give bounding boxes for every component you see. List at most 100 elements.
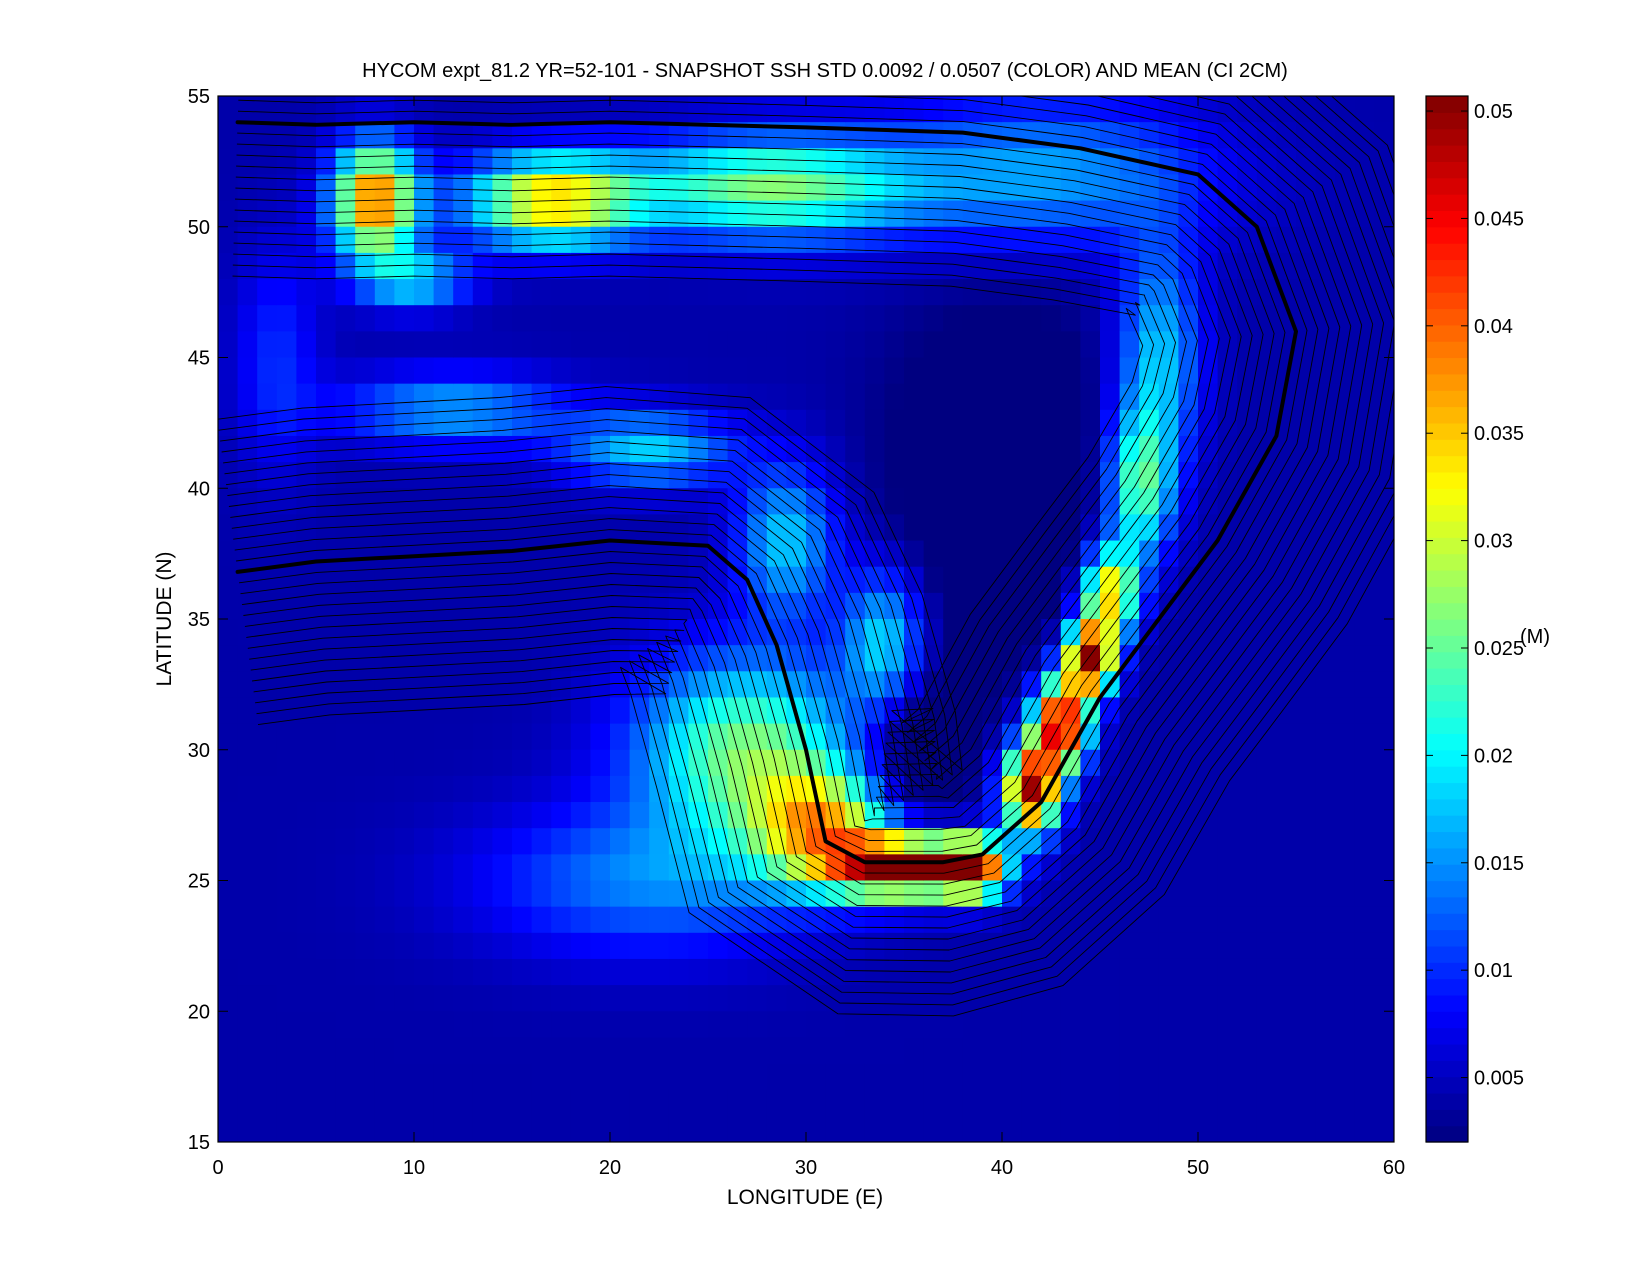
heatmap-cell [629, 462, 650, 489]
heatmap-cell [668, 880, 689, 908]
heatmap-cell [766, 435, 787, 463]
heatmap-cell [1335, 200, 1356, 228]
heatmap-cell [1237, 880, 1258, 908]
heatmap-cell [218, 96, 239, 123]
heatmap-cell [727, 540, 748, 568]
heatmap-cell [962, 148, 983, 176]
heatmap-cell [316, 854, 337, 882]
y-axis-label: LATITUDE (N) [153, 552, 176, 687]
heatmap-cell [453, 775, 474, 803]
colorbar-swatch [1426, 553, 1468, 571]
heatmap-cell [1296, 854, 1317, 882]
colorbar-axis: 0.0050.010.0150.020.0250.030.0350.040.04… [1426, 101, 1524, 1090]
colorbar-swatch [1426, 815, 1468, 833]
heatmap-cell [257, 148, 278, 176]
heatmap-cell [825, 514, 846, 542]
heatmap-cell [1080, 775, 1101, 803]
heatmap-cell [551, 226, 572, 254]
heatmap-cell [492, 540, 513, 568]
heatmap-cell [766, 592, 787, 620]
heatmap-cell [1158, 802, 1179, 829]
heatmap-cell [316, 174, 337, 202]
heatmap-cell [1276, 880, 1297, 908]
heatmap-cell [610, 488, 631, 515]
heatmap-cell [1198, 148, 1219, 176]
heatmap-cell [943, 1115, 964, 1142]
colorbar [1426, 96, 1468, 1143]
heatmap-cell [962, 566, 983, 594]
heatmap-cell [570, 802, 591, 829]
heatmap-cell [335, 305, 356, 332]
heatmap-cell [1217, 331, 1238, 359]
heatmap-cell [1178, 1115, 1199, 1142]
heatmap-cell [884, 1089, 905, 1117]
heatmap-cell [1374, 697, 1394, 725]
heatmap-cell [1178, 828, 1199, 855]
heatmap-cell [923, 1063, 944, 1091]
heatmap-cell [982, 409, 1003, 437]
heatmap-cell [786, 226, 807, 254]
heatmap-cell [1060, 592, 1081, 620]
heatmap-cell [688, 305, 709, 332]
heatmap-cell [276, 383, 297, 411]
heatmap-cell [668, 906, 689, 934]
heatmap-cell [276, 985, 297, 1012]
heatmap-cell [610, 1011, 631, 1038]
heatmap-cell [414, 828, 435, 855]
heatmap-cell [512, 1011, 533, 1038]
heatmap-cell [1276, 958, 1297, 986]
heatmap-cell [1100, 174, 1121, 202]
heatmap-cell [316, 723, 337, 751]
heatmap-cell [1276, 1037, 1297, 1065]
heatmap-cell [668, 566, 689, 594]
heatmap-cell [1021, 122, 1042, 149]
heatmap-cell [1315, 906, 1336, 934]
heatmap-cell [1158, 488, 1179, 515]
heatmap-cell [962, 540, 983, 568]
colorbar-swatch [1426, 978, 1468, 996]
heatmap-cell [531, 1037, 552, 1065]
heatmap-cell [1296, 906, 1317, 934]
heatmap-cell [296, 1037, 317, 1065]
heatmap-cell [374, 331, 395, 359]
heatmap-cell [962, 488, 983, 515]
heatmap-cell [629, 671, 650, 699]
heatmap-cell [747, 619, 768, 646]
heatmap-cell [570, 174, 591, 202]
heatmap-cell [1198, 435, 1219, 463]
heatmap-cell [786, 932, 807, 960]
heatmap-cell [1041, 226, 1062, 254]
heatmap-cell [1002, 122, 1023, 149]
heatmap-cell [257, 226, 278, 254]
heatmap-cell [1021, 645, 1042, 672]
heatmap-cell [1237, 174, 1258, 202]
heatmap-cell [943, 880, 964, 908]
heatmap-cell [766, 226, 787, 254]
heatmap-cell [864, 96, 885, 123]
heatmap-cell [218, 566, 239, 594]
colorbar-swatch [1426, 194, 1468, 211]
heatmap-cell [414, 200, 435, 228]
heatmap-cell [335, 1011, 356, 1038]
heatmap-cell [414, 854, 435, 882]
heatmap-cell [1060, 1115, 1081, 1142]
heatmap-cell [453, 645, 474, 672]
heatmap-cell [962, 435, 983, 463]
heatmap-cell [806, 1115, 827, 1142]
heatmap-cell [472, 802, 493, 829]
heatmap-cell [1158, 985, 1179, 1012]
heatmap-cell [1119, 749, 1140, 777]
heatmap-cell [1021, 854, 1042, 882]
heatmap-cell [453, 932, 474, 960]
heatmap-cell [218, 435, 239, 463]
heatmap-cell [1354, 462, 1375, 489]
heatmap-cell [1100, 985, 1121, 1012]
heatmap-cell [649, 566, 670, 594]
heatmap-cell [316, 802, 337, 829]
heatmap-cell [414, 749, 435, 777]
heatmap-cell [237, 462, 258, 489]
heatmap-cell [414, 488, 435, 515]
heatmap-cell [512, 1063, 533, 1091]
heatmap-cell [982, 226, 1003, 254]
heatmap-cell [1041, 854, 1062, 882]
